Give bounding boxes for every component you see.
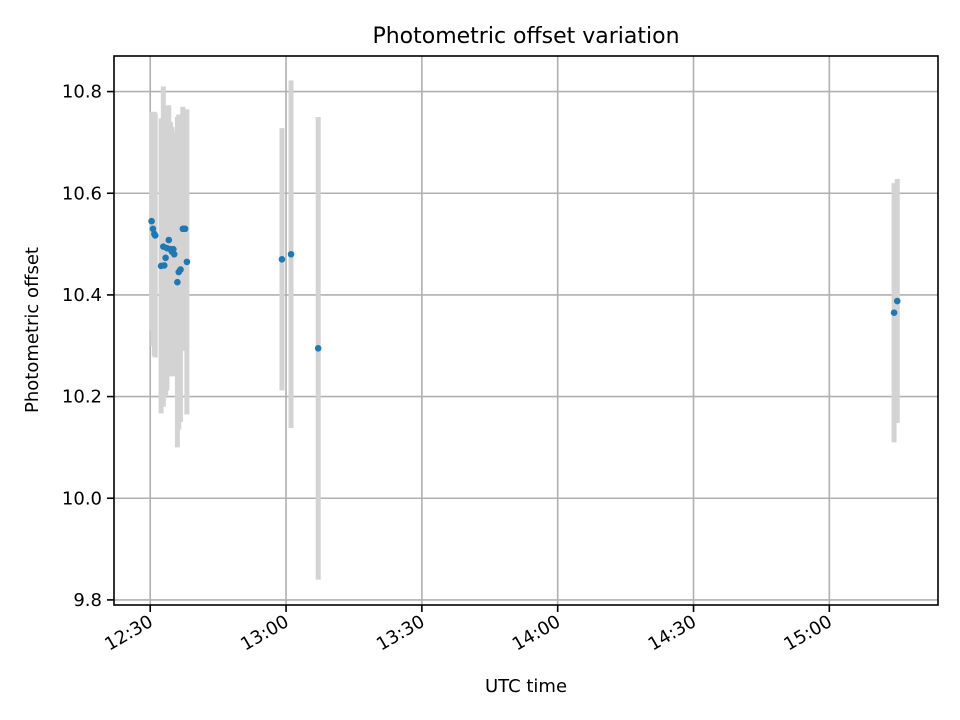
x-axis-label: UTC time <box>485 676 567 697</box>
data-point <box>170 250 178 258</box>
x-tick-label: 12:30 <box>101 611 156 655</box>
y-tick-label: 10.2 <box>62 387 102 408</box>
data-point <box>170 245 177 253</box>
x-tick-label: 14:30 <box>645 611 700 655</box>
data-point <box>165 236 173 244</box>
chart-title: Photometric offset variation <box>372 24 679 49</box>
data-point <box>183 258 191 266</box>
error-bars <box>149 80 900 580</box>
data-point <box>890 309 898 317</box>
y-tick-label: 10.6 <box>62 183 102 204</box>
data-point <box>174 278 181 286</box>
plot-frame <box>113 55 939 606</box>
data-point <box>160 262 168 269</box>
x-tick-label: 13:30 <box>373 611 428 655</box>
y-tick-label: 10.4 <box>62 285 102 306</box>
data-points <box>148 217 901 352</box>
data-point <box>148 217 155 225</box>
data-point <box>893 297 901 305</box>
x-tick-label: 15:00 <box>780 611 835 655</box>
data-point <box>162 254 169 262</box>
data-point <box>181 225 189 233</box>
y-tick-label: 10.8 <box>62 82 102 103</box>
y-tick-label: 10.0 <box>62 488 102 509</box>
data-point <box>314 344 322 352</box>
y-axis-label: Photometric offset <box>22 247 43 413</box>
x-tick-label: 14:00 <box>509 611 564 655</box>
data-point <box>278 256 286 263</box>
grid-layer <box>114 56 938 605</box>
x-tick-label: 13:00 <box>237 611 292 655</box>
data-point <box>287 250 295 258</box>
data-point <box>149 225 157 233</box>
data-point <box>151 232 159 239</box>
y-tick-label: 9.8 <box>73 590 102 611</box>
data-point <box>177 266 184 273</box>
